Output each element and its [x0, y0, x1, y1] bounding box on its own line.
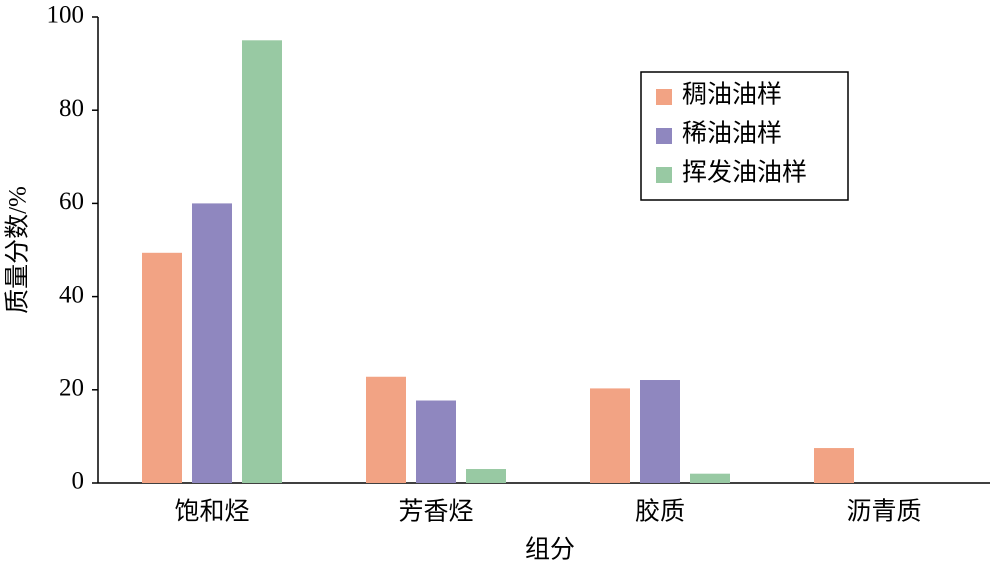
- y-axis-label: 质量分数/%: [4, 186, 32, 314]
- bar: [416, 400, 456, 483]
- bar: [192, 203, 232, 483]
- y-tick-label: 100: [47, 2, 85, 29]
- bar: [690, 473, 730, 483]
- legend-label: 稀油油样: [682, 120, 782, 148]
- legend-swatch: [656, 128, 672, 144]
- bar: [366, 376, 406, 483]
- legend-swatch: [656, 89, 672, 105]
- legend-label: 挥发油油样: [682, 159, 807, 187]
- x-tick-label: 芳香烃: [398, 498, 473, 526]
- legend-box: [640, 71, 849, 201]
- x-tick-label: 胶质: [635, 498, 685, 526]
- bar: [466, 469, 506, 483]
- x-axis-label: 组分: [525, 536, 575, 564]
- y-tick-label: 60: [59, 188, 84, 215]
- bar: [242, 40, 282, 484]
- x-tick-label: 沥青质: [846, 498, 921, 526]
- y-tick-label: 0: [72, 468, 85, 495]
- bar: [142, 252, 182, 483]
- y-tick-label: 40: [59, 281, 84, 308]
- legend-label: 稠油油样: [682, 81, 782, 109]
- bar: [640, 380, 680, 483]
- x-tick-label: 饱和烃: [174, 498, 249, 526]
- y-tick-label: 80: [59, 95, 84, 122]
- y-tick-label: 20: [59, 375, 84, 402]
- bar: [814, 448, 854, 483]
- bar: [590, 388, 630, 483]
- legend-swatch: [656, 167, 672, 183]
